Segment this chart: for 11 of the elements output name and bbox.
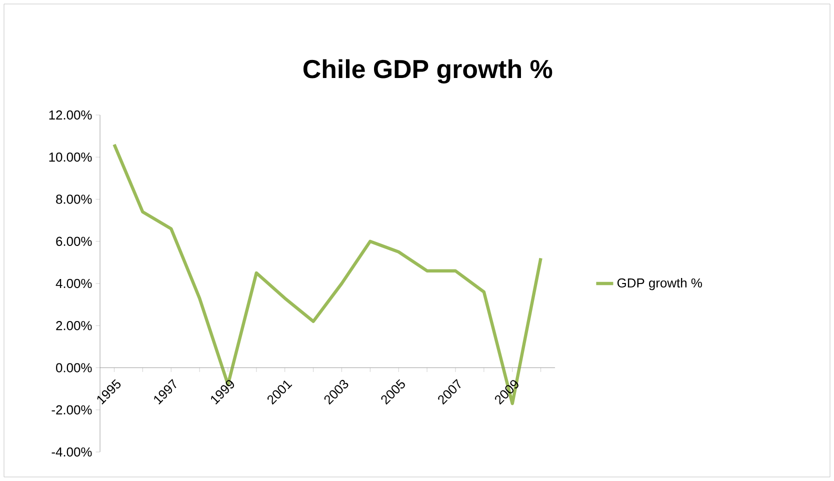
y-tick-label: -4.00% [52,447,92,457]
y-tick-label: 2.00% [56,321,92,330]
y-tick-label: 8.00% [56,194,92,204]
y-tick-label: 12.00% [49,110,92,120]
y-tick-label: 6.00% [56,236,92,246]
y-tick-label: 10.00% [49,152,92,162]
y-tick-label: 0.00% [56,363,92,372]
legend-label: GDP growth % [617,278,702,290]
y-tick-label: -2.00% [52,405,92,414]
y-tick-label: 4.00% [56,278,92,288]
chart-title: Chile GDP growth % [303,59,552,84]
